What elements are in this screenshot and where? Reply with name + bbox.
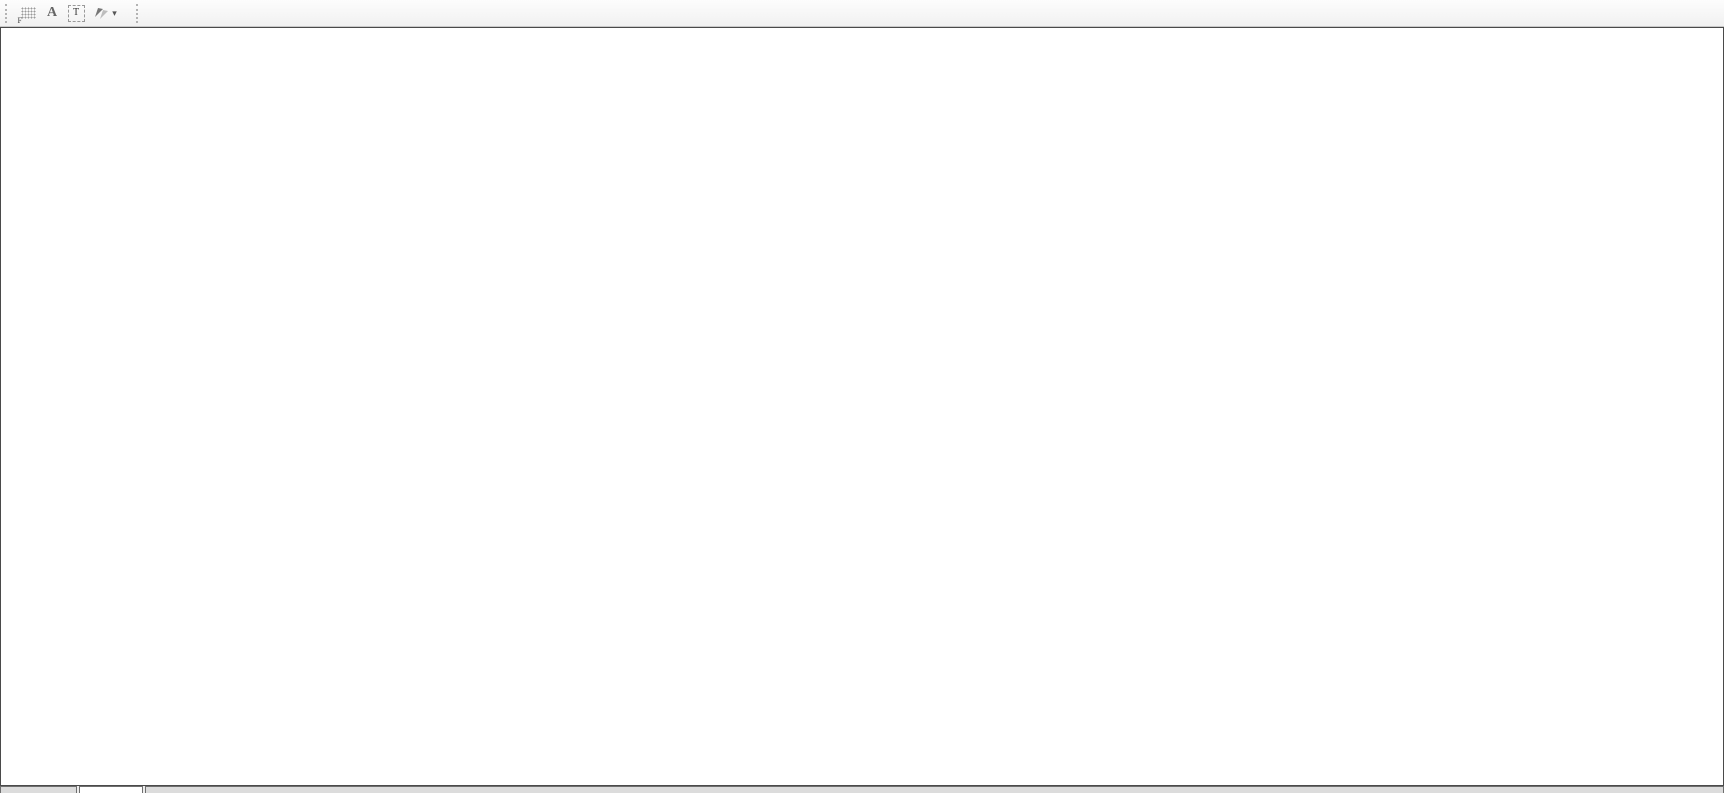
text-label-icon[interactable]: A xyxy=(46,5,58,20)
arrows-tool-icon[interactable]: ▾ xyxy=(90,3,120,24)
chart-tabs-strip xyxy=(0,786,1724,793)
chart-tab-2[interactable] xyxy=(79,786,143,793)
objects-grid-glyph: F xyxy=(18,7,36,25)
chart-tab-1[interactable] xyxy=(0,786,77,793)
toolbar-grip-2[interactable] xyxy=(136,3,142,23)
text-tool-icon[interactable]: T xyxy=(66,3,86,24)
dropdown-caret-icon[interactable]: ▾ xyxy=(112,7,117,18)
objects-grid-icon[interactable]: F xyxy=(18,3,38,25)
toolbar: F A T ▾ xyxy=(0,0,1724,27)
arrows-glyph xyxy=(95,8,109,19)
macd-indicator-label xyxy=(7,490,28,526)
chart-tab-3[interactable] xyxy=(145,786,1724,793)
chart-canvas[interactable] xyxy=(1,28,1723,785)
chart-title-line xyxy=(8,30,33,66)
rsi-indicator-label xyxy=(7,641,28,677)
chart-window xyxy=(0,27,1724,786)
toolbar-grip[interactable] xyxy=(5,3,11,23)
